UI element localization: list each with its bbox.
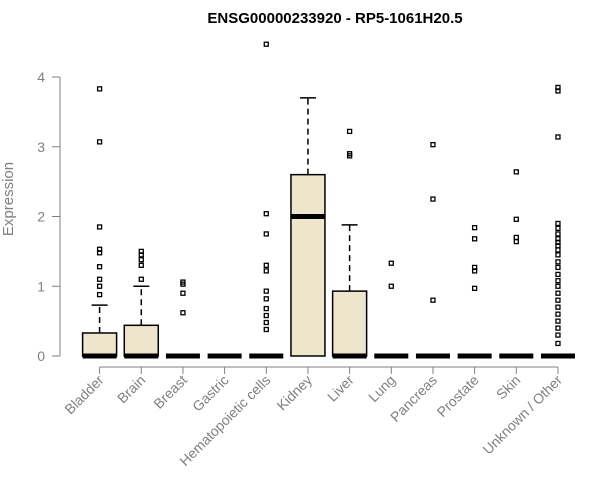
outlier-hematopoietic-cells xyxy=(263,312,269,319)
box-group-lung xyxy=(374,260,409,359)
outlier-brain xyxy=(138,257,144,263)
box-bladder xyxy=(81,332,118,357)
y-axis-label: Expression xyxy=(0,162,17,236)
outlier-unknown-other xyxy=(555,134,561,140)
outlier-pancreas xyxy=(430,142,436,148)
outlier-bladder xyxy=(96,246,103,252)
outlier-unknown-other xyxy=(555,278,561,284)
box-kidney xyxy=(290,173,326,357)
box-group-breast xyxy=(165,279,200,359)
box-group-pancreas xyxy=(415,142,450,359)
y-tick-label-1: 1 xyxy=(37,278,45,294)
x-tick-label-liver: Liver xyxy=(324,372,357,405)
outlier-liver xyxy=(346,151,353,157)
outlier-unknown-other xyxy=(555,247,561,253)
box-brain xyxy=(123,324,160,357)
x-tick-label-skin: Skin xyxy=(493,372,524,403)
outlier-liver xyxy=(346,128,353,135)
y-axis: 0 1 2 3 4 xyxy=(37,69,61,364)
outlier-bladder xyxy=(96,86,103,92)
outlier-prostate xyxy=(471,225,478,231)
outlier-hematopoietic-cells xyxy=(263,296,269,302)
box-group-unknown-other xyxy=(540,84,575,359)
outlier-unknown-other xyxy=(555,231,561,237)
outlier-prostate xyxy=(471,236,478,242)
box-group-liver xyxy=(331,128,368,359)
outlier-skin xyxy=(513,216,519,222)
outlier-brain xyxy=(138,248,144,255)
outlier-unknown-other xyxy=(555,311,561,317)
outlier-hematopoietic-cells xyxy=(263,305,269,312)
outlier-unknown-other xyxy=(555,304,561,310)
y-tick-label-4: 4 xyxy=(37,69,45,85)
outlier-unknown-other xyxy=(555,283,561,289)
x-tick-label-prostate: Prostate xyxy=(434,372,482,420)
outlier-lung xyxy=(388,283,394,289)
box-group-bladder xyxy=(81,86,118,359)
outlier-hematopoietic-cells xyxy=(263,268,269,274)
outlier-unknown-other xyxy=(555,318,561,324)
outlier-unknown-other xyxy=(555,340,561,347)
y-tick-label-2: 2 xyxy=(37,209,45,225)
outlier-pancreas xyxy=(430,196,436,202)
outlier-unknown-other xyxy=(555,84,561,91)
outlier-skin xyxy=(513,238,519,245)
outlier-unknown-other xyxy=(555,271,561,278)
box-group-prostate xyxy=(457,225,492,359)
outlier-pancreas xyxy=(430,297,436,303)
x-tick-label-bladder: Bladder xyxy=(61,372,107,418)
outlier-unknown-other xyxy=(555,297,561,303)
box-group-hematopoietic-cells xyxy=(249,41,284,359)
outlier-breast xyxy=(180,290,186,296)
outlier-unknown-other xyxy=(555,264,561,271)
y-tick-label-0: 0 xyxy=(37,348,45,364)
outlier-hematopoietic-cells xyxy=(263,288,269,294)
chart-title: ENSG00000233920 - RP5-1061H20.5 xyxy=(207,10,462,27)
box-group-kidney xyxy=(290,97,326,357)
box-group-skin xyxy=(499,169,534,359)
outlier-unknown-other xyxy=(555,325,561,331)
x-tick-label-kidney: Kidney xyxy=(273,372,315,414)
outlier-breast xyxy=(180,279,186,285)
outlier-prostate xyxy=(471,285,478,291)
x-tick-label-unknown-other: Unknown / Other xyxy=(479,372,565,458)
outlier-hematopoietic-cells xyxy=(263,319,269,326)
outlier-unknown-other xyxy=(555,252,561,258)
outlier-brain xyxy=(138,262,144,268)
y-tick-label-3: 3 xyxy=(37,139,45,155)
outlier-hematopoietic-cells xyxy=(263,231,269,237)
outlier-bladder xyxy=(96,139,103,145)
outlier-unknown-other xyxy=(555,290,561,296)
x-tick-label-breast: Breast xyxy=(150,372,190,412)
outlier-lung xyxy=(388,260,394,266)
outlier-skin xyxy=(513,234,519,241)
outlier-bladder xyxy=(96,276,103,282)
outlier-prostate xyxy=(471,264,478,271)
outlier-unknown-other xyxy=(555,225,561,232)
outlier-unknown-other xyxy=(555,236,561,242)
outlier-bladder xyxy=(96,224,103,230)
box-group-brain xyxy=(123,248,160,359)
outlier-bladder xyxy=(96,264,103,270)
outlier-brain xyxy=(138,276,144,282)
outlier-unknown-other xyxy=(555,259,561,265)
x-tick-label-lung: Lung xyxy=(365,372,398,405)
outlier-hematopoietic-cells xyxy=(263,211,269,217)
outlier-unknown-other xyxy=(555,220,561,227)
outlier-hematopoietic-cells xyxy=(263,326,269,333)
outlier-unknown-other xyxy=(555,332,561,338)
outlier-hematopoietic-cells xyxy=(263,262,269,268)
box-liver xyxy=(331,290,368,357)
outlier-bladder xyxy=(96,283,103,289)
outlier-breast xyxy=(180,310,186,316)
x-tick-label-brain: Brain xyxy=(114,372,148,406)
plot-area xyxy=(81,41,575,359)
outlier-skin xyxy=(513,169,519,175)
outlier-bladder xyxy=(96,291,103,298)
outlier-hematopoietic-cells xyxy=(263,41,269,47)
